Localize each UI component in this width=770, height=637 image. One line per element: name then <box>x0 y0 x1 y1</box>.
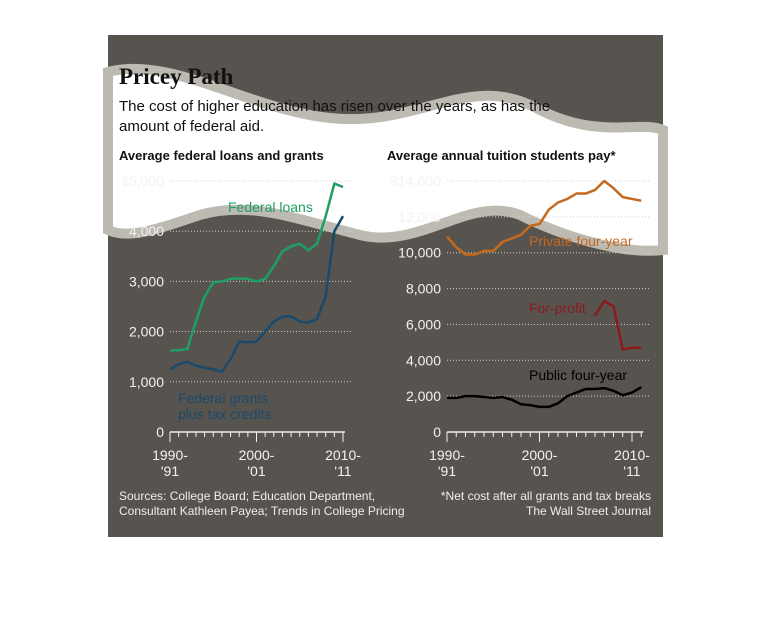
y-tick-label: $14,000 <box>390 173 441 189</box>
note: *Net cost after all grants and tax break… <box>441 489 651 503</box>
subtitle: The cost of higher education has risen o… <box>119 98 550 115</box>
overlay-blob <box>103 63 668 256</box>
subtitle: amount of federal aid. <box>119 118 264 135</box>
sources: Consultant Kathleen Payea; Trends in Col… <box>119 504 405 518</box>
y-tick-label: 8,000 <box>406 281 441 297</box>
series-line <box>169 215 345 374</box>
x-tick-label: 2010-'11 <box>325 447 361 479</box>
series-label: Public four-year <box>529 367 627 383</box>
series-line <box>446 179 642 256</box>
y-tick-label: 12,000 <box>398 209 441 225</box>
title: Pricey Path <box>119 64 234 89</box>
x-tick-label: 2000-'01 <box>522 447 558 479</box>
series-line <box>447 386 642 409</box>
series-label: Federal loans <box>228 199 313 215</box>
y-tick-label: 0 <box>433 424 441 440</box>
x-tick-label: 1990-'91 <box>429 447 465 479</box>
chart-title: Average annual tuition students pay* <box>387 148 616 163</box>
sources: Sources: College Board; Education Depart… <box>119 489 375 503</box>
y-tick-label: 3,000 <box>129 273 164 289</box>
series-line <box>169 182 344 352</box>
series-label: Federal grants plus tax credits <box>178 390 271 422</box>
y-tick-label: 1,000 <box>129 374 164 390</box>
chart-title: Average federal loans and grants <box>119 148 324 163</box>
series-line <box>593 299 642 351</box>
credit: The Wall Street Journal <box>526 504 651 518</box>
y-tick-label: $5,000 <box>121 173 164 189</box>
y-tick-label: 10,000 <box>398 245 441 261</box>
x-tick-label: 2010-'11 <box>614 447 650 479</box>
x-tick-label: 1990-'91 <box>152 447 188 479</box>
y-tick-label: 4,000 <box>406 352 441 368</box>
y-tick-label: 6,000 <box>406 316 441 332</box>
y-tick-label: 2,000 <box>129 324 164 340</box>
x-tick-label: 2000-'01 <box>239 447 275 479</box>
series-label: Private four-year <box>529 233 633 249</box>
y-tick-label: 0 <box>156 424 164 440</box>
y-tick-label: 4,000 <box>129 223 164 239</box>
series-label: For-profit <box>529 300 586 316</box>
y-tick-label: 2,000 <box>406 388 441 404</box>
